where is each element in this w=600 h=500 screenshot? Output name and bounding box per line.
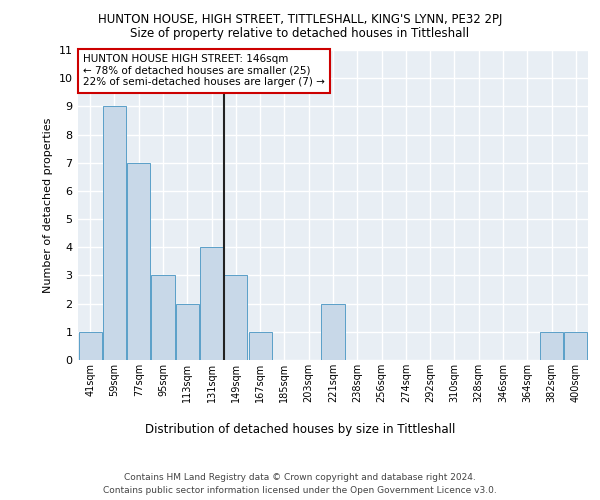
Text: HUNTON HOUSE HIGH STREET: 146sqm
← 78% of detached houses are smaller (25)
22% o: HUNTON HOUSE HIGH STREET: 146sqm ← 78% o… [83,54,325,88]
Text: Distribution of detached houses by size in Tittleshall: Distribution of detached houses by size … [145,422,455,436]
Text: Contains public sector information licensed under the Open Government Licence v3: Contains public sector information licen… [103,486,497,495]
Text: Size of property relative to detached houses in Tittleshall: Size of property relative to detached ho… [130,28,470,40]
Bar [103,106,126,360]
Bar [540,332,563,360]
Text: Contains HM Land Registry data © Crown copyright and database right 2024.: Contains HM Land Registry data © Crown c… [124,472,476,482]
Text: HUNTON HOUSE, HIGH STREET, TITTLESHALL, KING'S LYNN, PE32 2PJ: HUNTON HOUSE, HIGH STREET, TITTLESHALL, … [98,12,502,26]
Bar [248,332,272,360]
Bar [322,304,344,360]
Bar [176,304,199,360]
Bar [151,276,175,360]
Bar [565,332,587,360]
Y-axis label: Number of detached properties: Number of detached properties [43,118,53,292]
Bar [79,332,101,360]
Bar [127,162,150,360]
Bar [224,276,247,360]
Bar [200,248,223,360]
